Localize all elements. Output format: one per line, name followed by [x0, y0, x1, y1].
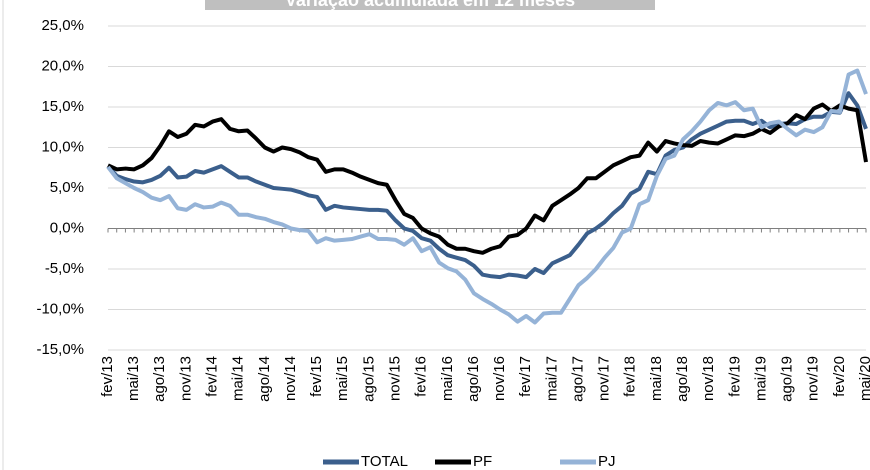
- x-tick-label: ago/18: [674, 356, 691, 402]
- x-tick-label: fev/18: [622, 356, 639, 397]
- x-tick-label: mai/14: [230, 356, 247, 401]
- y-tick-label: 20,0%: [41, 57, 84, 74]
- x-tick-label: fev/17: [517, 356, 534, 397]
- x-tick-label: nov/19: [805, 356, 822, 401]
- x-tick-label: ago/15: [360, 356, 377, 402]
- x-tick-label: ago/14: [256, 356, 273, 402]
- y-tick-label: 15,0%: [41, 98, 84, 115]
- x-tick-label: nov/17: [596, 356, 613, 401]
- x-tick-label: mai/16: [439, 356, 456, 401]
- x-tick-label: mai/13: [125, 356, 142, 401]
- x-tick-label: ago/19: [779, 356, 796, 402]
- x-tick-label: nov/15: [386, 356, 403, 401]
- series-line: [107, 102, 868, 255]
- y-tick-label: -5,0%: [45, 260, 84, 277]
- y-tick-label: 0,0%: [50, 219, 84, 236]
- legend-label: TOTAL: [361, 453, 408, 470]
- legend-label: PJ: [598, 453, 616, 470]
- y-tick-label: -10,0%: [36, 300, 84, 317]
- x-tick-label: mai/20: [857, 356, 870, 401]
- x-tick-label: nov/18: [700, 356, 717, 401]
- x-tick-label: mai/17: [543, 356, 560, 401]
- title-box: [205, 0, 655, 10]
- x-tick-label: nov/13: [177, 356, 194, 401]
- y-tick-label: 5,0%: [50, 179, 84, 196]
- x-tick-label: fev/14: [204, 356, 221, 397]
- y-tick-label: -15,0%: [36, 341, 84, 358]
- chart-title: Variação acumulada em 12 meses: [285, 0, 575, 10]
- x-tick-label: fev/15: [308, 356, 325, 397]
- x-tick-label: ago/13: [151, 356, 168, 402]
- x-tick-label: fev/16: [413, 356, 430, 397]
- x-tick-label: mai/15: [334, 356, 351, 401]
- series-line: [106, 91, 868, 280]
- y-tick-label: 25,0%: [41, 17, 84, 34]
- x-tick-label: fev/13: [99, 356, 116, 397]
- x-tick-label: nov/16: [491, 356, 508, 401]
- x-tick-label: ago/16: [465, 356, 482, 402]
- x-tick-label: mai/18: [648, 356, 665, 401]
- x-tick-label: nov/14: [282, 356, 299, 401]
- x-tick-label: mai/19: [752, 356, 769, 401]
- series-line: [106, 68, 868, 325]
- x-tick-label: fev/19: [726, 356, 743, 397]
- legend-label: PF: [473, 453, 492, 470]
- x-tick-label: fev/20: [831, 356, 848, 397]
- y-tick-label: 10,0%: [41, 138, 84, 155]
- x-tick-label: ago/17: [569, 356, 586, 402]
